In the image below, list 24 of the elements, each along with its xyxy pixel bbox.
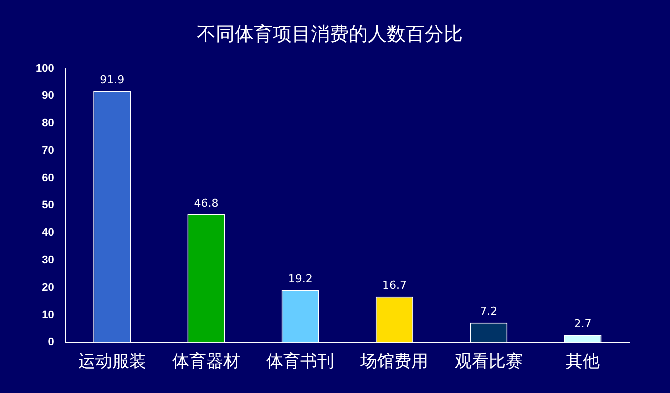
data-label: 2.7 (574, 318, 592, 331)
x-tick-label: 观看比赛 (454, 352, 523, 372)
x-tick-label: 其他 (566, 352, 600, 372)
data-label: 91.9 (100, 73, 125, 86)
y-tick-label: 100 (36, 62, 54, 75)
y-tick-label: 70 (42, 144, 54, 157)
x-tick-label: 场馆费用 (360, 352, 429, 372)
y-tick-label: 90 (42, 90, 54, 102)
y-tick-label: 60 (42, 172, 54, 184)
data-label: 19.2 (288, 272, 313, 286)
chart-title: 不同体育项目消费的人数百分比 (197, 23, 463, 46)
data-label: 16.7 (382, 279, 407, 292)
data-label: 7.2 (480, 305, 498, 318)
data-label: 46.8 (194, 196, 219, 210)
y-tick-label: 50 (42, 200, 54, 212)
y-tick-label: 80 (42, 118, 54, 130)
y-tick-label: 30 (42, 254, 54, 266)
y-tick-label: 40 (42, 227, 54, 240)
y-tick-label: 0 (48, 336, 54, 349)
x-tick-label: 运动服装 (78, 352, 146, 372)
y-tick-label: 20 (42, 282, 54, 294)
x-tick-label: 体育器材 (172, 352, 241, 372)
x-tick-label: 体育书刊 (266, 352, 335, 372)
y-tick-label: 10 (42, 309, 54, 322)
